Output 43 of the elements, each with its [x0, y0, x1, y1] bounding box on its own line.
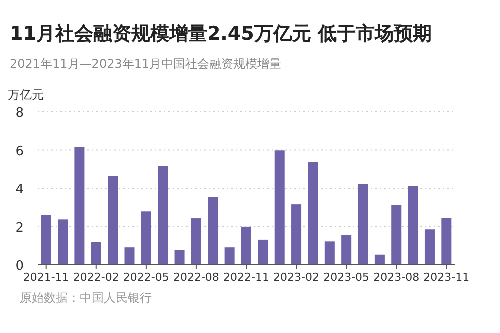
bar — [124, 248, 135, 265]
y-tick-label: 8 — [16, 106, 24, 121]
y-axis-title: 万亿元 — [8, 88, 44, 102]
x-tick-label: 2022-02 — [73, 271, 120, 284]
bar — [358, 184, 368, 265]
x-tick-label: 2023-08 — [374, 271, 420, 284]
bar — [91, 242, 102, 265]
bar — [191, 218, 202, 265]
bar — [174, 250, 185, 265]
bar — [374, 254, 385, 265]
x-tick-label: 2023-02 — [274, 271, 320, 284]
x-tick-label: 2022-08 — [173, 271, 220, 284]
y-tick-label: 0 — [16, 259, 24, 274]
y-tick-label: 6 — [16, 144, 24, 160]
x-tick-label: 2021-11 — [23, 271, 70, 284]
text: 原始数据：中国人民银行 — [20, 291, 152, 305]
chart-title: 11月社会融资规模增量2.45万亿元 低于市场预期 — [10, 23, 432, 45]
chart-subtitle: 2021年11月—2023年11月中国社会融资规模增量 — [10, 57, 282, 71]
bar — [442, 218, 452, 265]
bar — [108, 176, 118, 265]
y-tick-label: 4 — [16, 182, 24, 198]
bar — [258, 240, 268, 265]
bar — [424, 230, 435, 265]
bar — [74, 147, 85, 265]
x-tick-label: 2022-05 — [123, 271, 170, 284]
bar — [392, 205, 402, 265]
bar — [58, 220, 68, 265]
bar — [308, 162, 318, 265]
bar — [324, 242, 335, 265]
bar — [41, 215, 52, 265]
bar — [141, 212, 152, 265]
bar — [408, 186, 418, 265]
x-tick-label: 2023-11 — [424, 271, 470, 284]
y-tick-label: 2 — [16, 220, 24, 236]
bar — [241, 226, 252, 265]
x-tick-label: 2023-05 — [324, 271, 370, 284]
x-tick-label: 2022-11 — [224, 271, 270, 284]
bar — [224, 248, 235, 265]
bar — [342, 235, 352, 265]
bar — [208, 197, 218, 265]
bar — [292, 204, 302, 265]
bar — [158, 166, 168, 265]
bar — [274, 150, 285, 265]
